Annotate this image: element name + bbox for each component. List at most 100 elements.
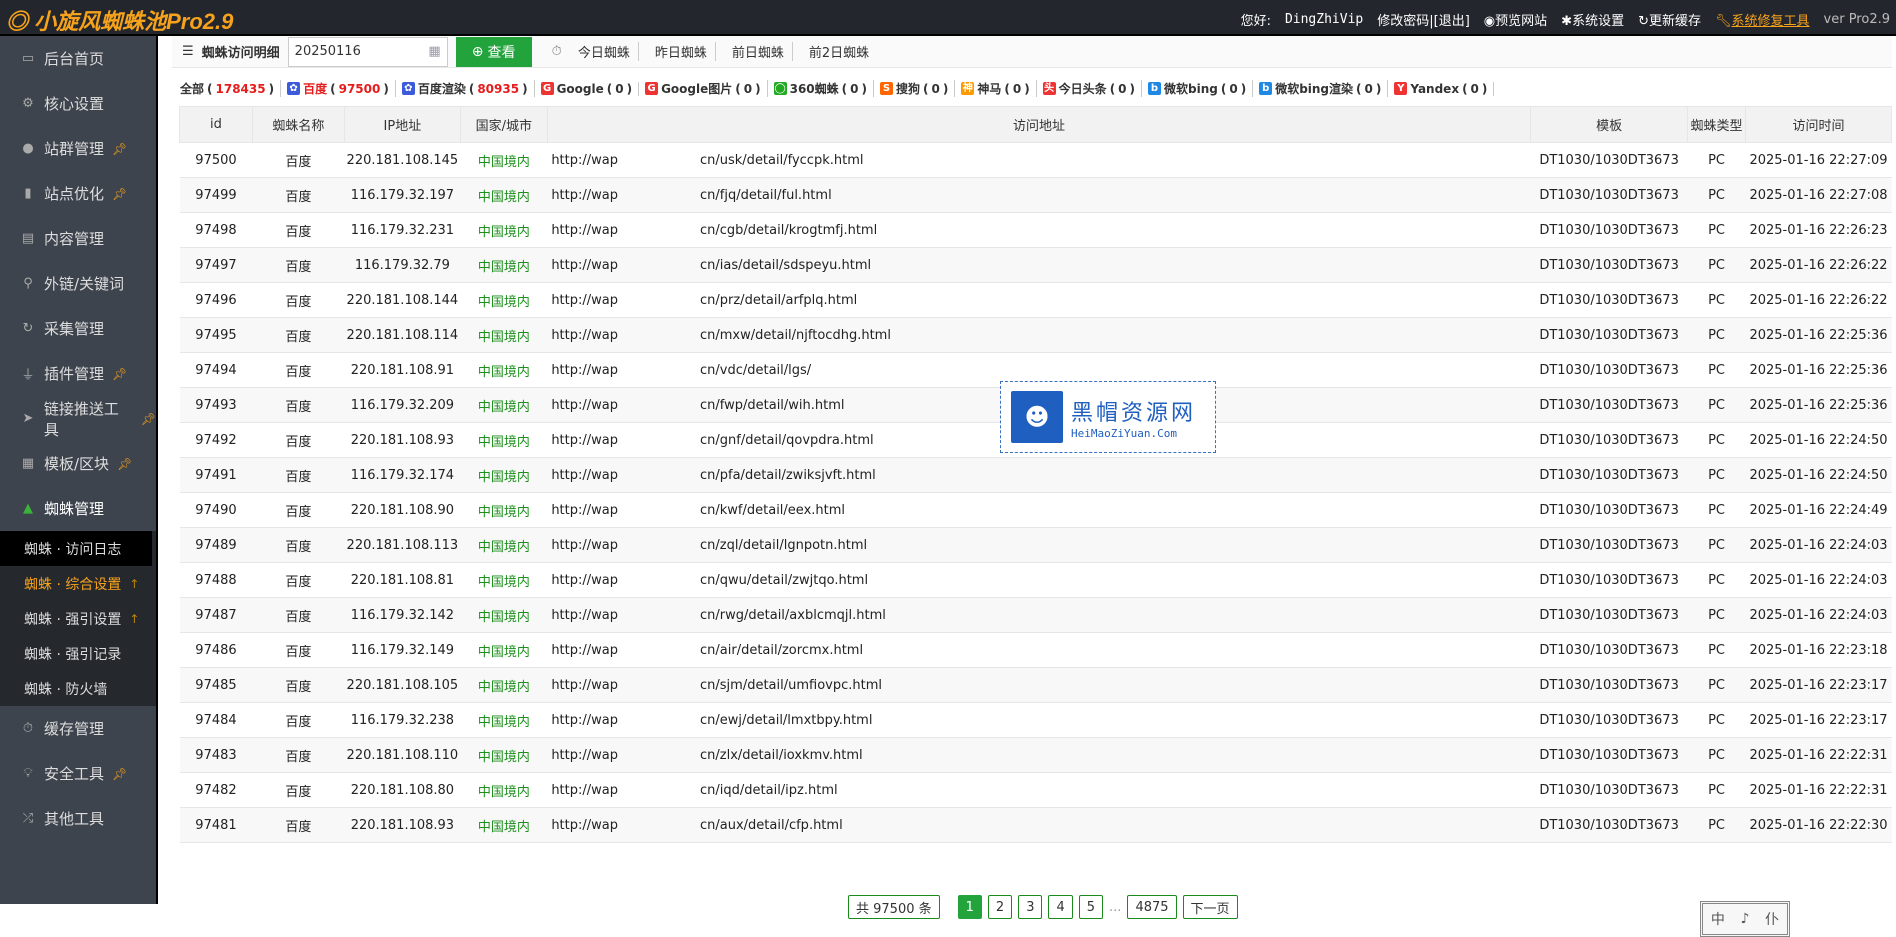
url-path: cn/kwf/detail/eex.html <box>700 502 846 518</box>
sidebar-item-5[interactable]: ⚲ 外链/关键词 <box>0 261 156 306</box>
cell-id: 97490 <box>179 492 253 528</box>
filter-3[interactable]: G Google(0) <box>535 81 640 96</box>
preview-site-link[interactable]: ◉预览网站 <box>1484 10 1547 29</box>
quick-link-3[interactable]: 前2日蜘蛛 <box>808 46 870 61</box>
submenu-item-3[interactable]: 蜘蛛 · 强引记录 <box>0 636 156 671</box>
cell-url[interactable]: http://wap cn/iqd/detail/ipz.html <box>547 772 1531 808</box>
cell-url[interactable]: http://wap cn/zlx/detail/ioxkmv.html <box>547 737 1531 773</box>
cell-template: DT1030/1030DT3673 <box>1530 702 1688 738</box>
column-header[interactable]: IP地址 <box>343 106 461 143</box>
cell-url[interactable]: http://wap cn/mxw/detail/njftocdhg.html <box>547 317 1531 353</box>
quick-link-2[interactable]: 前日蜘蛛 <box>724 42 793 61</box>
sidebar-item-8[interactable]: ➤ 链接推送工具 📌︎ <box>0 396 156 441</box>
filter-count: 0 <box>850 81 859 96</box>
column-header[interactable]: 访问时间 <box>1745 106 1892 143</box>
filter-0[interactable]: 全部(178435) <box>180 80 282 97</box>
url-path: cn/ewj/detail/lmxtbpy.html <box>700 712 873 728</box>
main-content: ☰ 蜘蛛访问明细 20250116 ▦ ⊕ 查看 ⏱ 今日蜘蛛 昨日蜘蛛 前日蜘蛛 前2日… <box>160 36 1896 937</box>
cell-url[interactable]: http://wap cn/prz/detail/arfplq.html <box>547 282 1531 318</box>
sidebar-bottom-item-2[interactable]: ⤮ 其他工具 <box>0 796 156 841</box>
page-1-button[interactable]: 1 <box>957 895 982 919</box>
column-header[interactable]: 国家/城市 <box>459 106 548 143</box>
cell-time: 2025-01-16 22:27:09 <box>1745 142 1892 178</box>
submenu-label: 蜘蛛 · 防火墙 <box>24 681 108 698</box>
filter-11[interactable]: Y Yandex(0) <box>1388 81 1495 96</box>
submenu-item-4[interactable]: 蜘蛛 · 防火墙 <box>0 671 156 706</box>
update-cache-link[interactable]: ↻更新缓存 <box>1638 10 1701 29</box>
cell-url[interactable]: http://wap cn/usk/detail/fyccpk.html <box>547 142 1531 178</box>
cell-url[interactable]: http://wap cn/cgb/detail/krogtmfj.html <box>547 212 1531 248</box>
app-logo[interactable]: ◎ 小旋风蜘蛛池Pro2.9 <box>6 9 234 34</box>
search-button[interactable]: ⊕ 查看 <box>455 36 532 67</box>
cell-template: DT1030/1030DT3673 <box>1530 527 1688 563</box>
submenu-item-0[interactable]: 蜘蛛 · 访问日志 <box>0 531 152 566</box>
cell-url[interactable]: http://wap cn/rwg/detail/axblcmqjl.html <box>547 597 1531 633</box>
last-page-button[interactable]: 4875 <box>1127 895 1177 919</box>
filter-1[interactable]: ✿ 百度(97500) <box>281 80 396 97</box>
filter-10[interactable]: b 微软bing渲染(0) <box>1253 80 1389 97</box>
filter-6[interactable]: S 搜狗(0) <box>874 80 956 97</box>
document-icon: ▤ <box>21 231 35 246</box>
pagination: 共 97500 条 1 2 3 4 5... 4875 下一页 <box>848 895 1238 919</box>
sidebar-item-2[interactable]: ● 站群管理 📌︎ <box>0 126 156 171</box>
cell-template: DT1030/1030DT3673 <box>1530 177 1688 213</box>
page-4-button[interactable]: 4 <box>1048 895 1073 919</box>
cell-region: 中国境内 <box>460 597 548 633</box>
filter-2[interactable]: ✿ 百度渲染(80935) <box>396 80 535 97</box>
sidebar-item-7[interactable]: ⏚ 插件管理 📌︎ <box>0 351 156 396</box>
date-input[interactable]: 20250116 ▦ <box>287 36 448 67</box>
sidebar-bottom-item-0[interactable]: ⏱ 缓存管理 <box>0 706 156 751</box>
next-page-button[interactable]: 下一页 <box>1182 895 1238 919</box>
filter-7[interactable]: 神神马(0) <box>955 80 1037 97</box>
sidebar-item-1[interactable]: ⚙ 核心设置 <box>0 81 156 126</box>
sidebar-bottom-item-1[interactable]: 💡︎ 安全工具 📌︎ <box>0 751 156 796</box>
cell-url[interactable]: http://wap cn/ewj/detail/lmxtbpy.html <box>547 702 1531 738</box>
cell-time: 2025-01-16 22:22:30 <box>1745 807 1892 843</box>
bar-chart-icon: ▮ <box>24 186 32 201</box>
cell-url[interactable]: http://wap cn/aux/detail/cfp.html <box>547 807 1531 843</box>
sidebar-item-4[interactable]: ▤ 内容管理 <box>0 216 156 261</box>
cell-region: 中国境内 <box>460 772 548 808</box>
filter-9[interactable]: b 微软bing(0) <box>1142 80 1254 97</box>
column-header[interactable]: 访问地址 <box>546 106 1532 143</box>
column-header[interactable]: 蜘蛛类型 <box>1687 106 1747 143</box>
cell-url[interactable]: http://wap cn/fjq/detail/ful.html <box>547 177 1531 213</box>
sidebar-item-3[interactable]: ▮ 站点优化 📌︎ <box>0 171 156 216</box>
url-prefix: http://wap <box>551 397 618 413</box>
cell-id: 97500 <box>179 142 253 178</box>
column-header[interactable]: id <box>179 106 253 143</box>
filter-5[interactable]: ◯ 360蜘蛛(0) <box>768 80 874 97</box>
cell-url[interactable]: http://wap cn/sjm/detail/umfiovpc.html <box>547 667 1531 703</box>
cell-spider: 百度 <box>252 212 345 248</box>
sidebar-item-10[interactable]: ▲ 蜘蛛管理 <box>0 486 156 531</box>
pin-icon: 📌︎ <box>112 186 128 201</box>
change-password-link[interactable]: 修改密码 <box>1377 14 1430 29</box>
cell-url[interactable]: http://wap cn/pfa/detail/zwiksjvft.html <box>547 457 1531 493</box>
sidebar-item-0[interactable]: ▭ 后台首页 <box>0 36 156 81</box>
submenu-item-2[interactable]: 蜘蛛 · 强引设置 ↑ <box>0 601 156 636</box>
quick-link-0[interactable]: 今日蜘蛛 <box>570 42 639 61</box>
cell-url[interactable]: http://wap cn/ias/detail/sdspeyu.html <box>547 247 1531 283</box>
column-header[interactable]: 模板 <box>1530 106 1689 143</box>
cell-url[interactable]: http://wap cn/zql/detail/lgnpotn.html <box>547 527 1531 563</box>
sidebar-item-9[interactable]: ▦ 模板/区块 📌︎ <box>0 441 156 486</box>
logout-link[interactable]: [退出] <box>1433 14 1470 29</box>
system-repair-link[interactable]: 🔧︎系统修复工具 <box>1715 10 1810 29</box>
system-settings-link[interactable]: ✱系统设置 <box>1561 10 1624 29</box>
column-header[interactable]: 蜘蛛名称 <box>251 106 345 143</box>
cell-time: 2025-01-16 22:24:03 <box>1745 527 1892 563</box>
filter-8[interactable]: 头今日头条(0) <box>1037 80 1143 97</box>
cell-url[interactable]: http://wap cn/kwf/detail/eex.html <box>547 492 1531 528</box>
sidebar-item-6[interactable]: ↻ 采集管理 <box>0 306 156 351</box>
cell-id: 97491 <box>179 457 253 493</box>
page-3-button[interactable]: 3 <box>1018 895 1043 919</box>
cell-url[interactable]: http://wap cn/qwu/detail/zwjtqo.html <box>547 562 1531 598</box>
username: DingZhiVip <box>1284 12 1364 27</box>
calendar-icon[interactable]: ▦ <box>428 44 441 59</box>
page-2-button[interactable]: 2 <box>987 895 1013 919</box>
filter-4[interactable]: G Google图片(0) <box>639 80 768 97</box>
cell-url[interactable]: http://wap cn/air/detail/zorcmx.html <box>547 632 1531 668</box>
quick-link-1[interactable]: 昨日蜘蛛 <box>647 42 716 61</box>
submenu-item-1[interactable]: 蜘蛛 · 综合设置 ↑ <box>0 566 156 601</box>
page-5-button[interactable]: 5 <box>1078 895 1104 919</box>
